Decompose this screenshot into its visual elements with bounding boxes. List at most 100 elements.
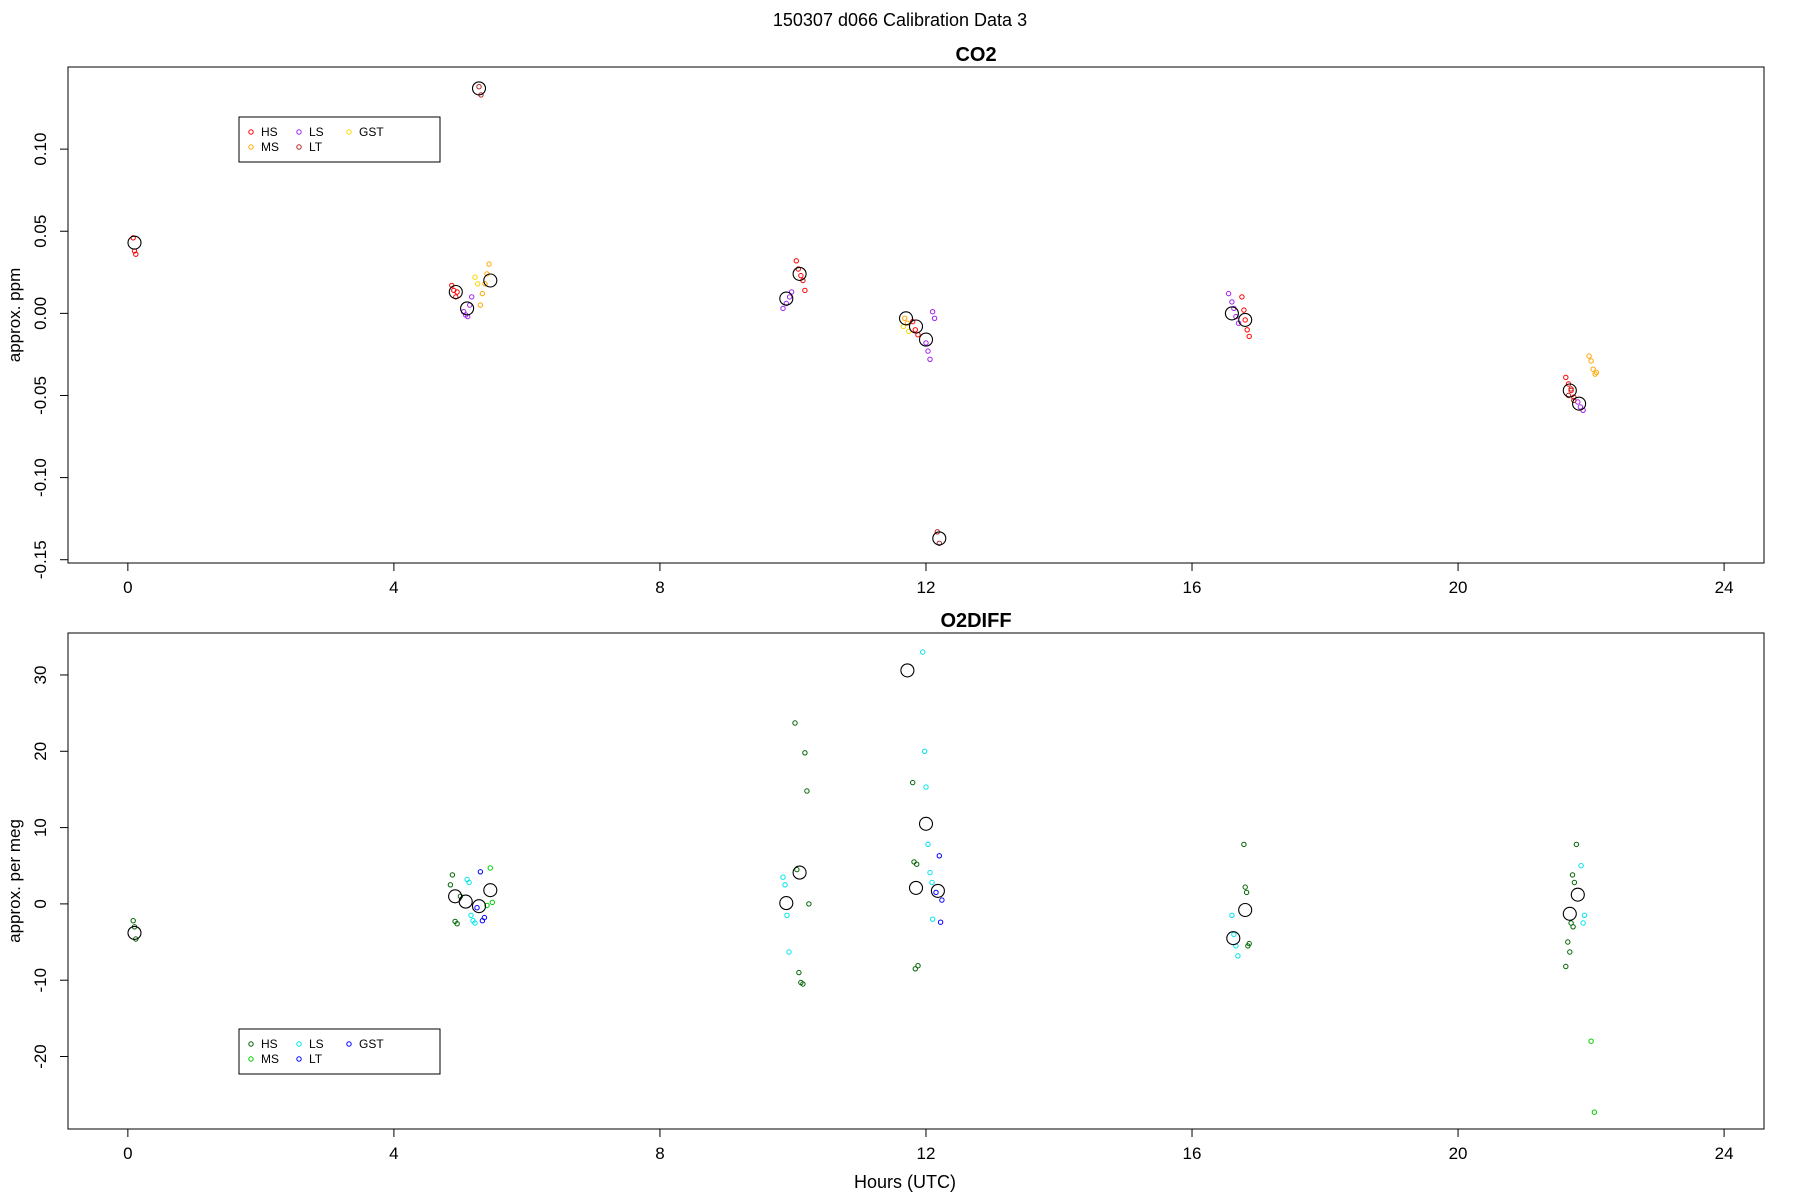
mean-marker: [483, 273, 498, 288]
data-point-ms: [1588, 1038, 1594, 1044]
data-point-ms: [1586, 353, 1592, 359]
mean-marker: [448, 284, 463, 300]
mean-marker: [1570, 887, 1585, 902]
x-tick-label: 8: [655, 578, 664, 597]
mean-marker: [471, 899, 487, 914]
data-point-hs: [802, 287, 808, 294]
data-point-hs: [793, 258, 799, 264]
legend-label-ms: MS: [261, 140, 279, 154]
data-point-ls: [929, 879, 935, 886]
mean-marker: [779, 291, 794, 306]
mean-marker: [898, 311, 914, 326]
mean-marker: [127, 925, 142, 940]
legend-label-ls: LS: [309, 125, 324, 139]
data-point-ls: [921, 748, 928, 754]
legend-label-gst: GST: [359, 125, 384, 139]
data-point-ls: [1229, 912, 1235, 918]
data-point-lt: [1568, 386, 1574, 392]
data-point-hs: [130, 918, 136, 924]
data-point-hs: [794, 866, 800, 873]
data-point-ls: [927, 356, 933, 362]
mean-marker: [1238, 902, 1253, 918]
data-point-ls: [1235, 953, 1241, 959]
y-tick-label: 30: [31, 666, 50, 685]
data-point-hs: [1246, 940, 1252, 947]
data-point-hs: [1570, 924, 1576, 930]
data-point-hs: [915, 963, 921, 969]
data-point-ms: [484, 902, 490, 909]
data-point-ms: [489, 899, 495, 906]
data-point-hs: [1569, 872, 1576, 878]
data-point-ls: [780, 874, 786, 880]
data-point-hs: [1243, 889, 1250, 896]
legend-label-lt: LT: [309, 140, 323, 154]
data-point-ls: [784, 912, 790, 918]
x-tick-label: 16: [1183, 578, 1202, 597]
data-point-ls: [931, 315, 938, 321]
data-point-lt: [1571, 397, 1577, 404]
data-point-ls: [1225, 290, 1232, 297]
data-point-hs: [453, 294, 459, 300]
data-point-hs: [802, 750, 808, 756]
co2-panel: CO2 0 4 8 12 16 20 24 -0.15 -0.10 -0.05 0.00 0.05 0.1…: [5, 44, 1765, 597]
data-point-ls: [466, 879, 472, 886]
data-point-hs: [1568, 387, 1574, 394]
data-point-hs: [449, 872, 456, 878]
data-point-ms: [486, 261, 492, 267]
data-point-ls: [1581, 912, 1588, 918]
data-point-hs: [133, 251, 139, 257]
data-point-ls: [472, 920, 478, 926]
legend-marker-hs: [248, 1041, 254, 1047]
mean-marker: [1224, 306, 1239, 321]
data-point-ls: [786, 949, 792, 955]
x-axis-label: Hours (UTC): [854, 1172, 956, 1192]
x-tick-label: 4: [389, 1144, 398, 1163]
mean-marker: [460, 301, 475, 316]
x-tick-label: 4: [389, 578, 398, 597]
mean-marker: [792, 865, 807, 880]
data-point-lt: [939, 897, 945, 903]
data-point-hs: [454, 921, 460, 927]
data-point-hs: [1242, 884, 1248, 890]
legend-label-gst: GST: [359, 1037, 384, 1051]
legend-marker-ms: [248, 144, 254, 150]
data-point-hs: [1246, 333, 1252, 340]
legend-marker-gst: [346, 1041, 352, 1047]
data-point-ms: [479, 290, 486, 297]
data-point-ls: [1231, 931, 1237, 938]
data-point-ms: [1591, 1109, 1598, 1115]
data-point-hs: [1239, 294, 1245, 300]
mean-marker: [918, 332, 934, 347]
data-point-ms: [477, 302, 484, 308]
data-point-hs: [804, 788, 810, 794]
legend-marker-lt: [296, 1056, 302, 1062]
x-tick-label: 0: [123, 578, 132, 597]
x-tick-label: 16: [1183, 1144, 1202, 1163]
data-point-ms: [487, 865, 493, 871]
mean-marker: [1226, 931, 1241, 946]
data-point-ls: [468, 912, 474, 918]
x-tick-label: 8: [655, 1144, 664, 1163]
mean-marker: [483, 883, 498, 898]
y-tick-label: 20: [31, 742, 50, 761]
mean-marker: [792, 266, 807, 281]
data-point-hs: [1241, 841, 1247, 848]
data-point-ls: [927, 869, 933, 876]
data-point-ls: [786, 294, 793, 300]
data-point-ms: [902, 315, 908, 321]
data-point-hs: [1242, 317, 1248, 323]
data-point-ls: [929, 309, 936, 315]
data-point-hs: [1571, 879, 1578, 886]
legend-label-hs: HS: [261, 1037, 278, 1051]
y-tick-label: -0.10: [31, 458, 50, 497]
x-tick-label: 24: [1715, 1144, 1734, 1163]
data-point-hs: [447, 882, 454, 888]
legend-marker-ls: [296, 1041, 302, 1047]
data-point-ls: [925, 348, 931, 354]
data-point-ms: [482, 281, 488, 287]
data-point-hs: [1241, 307, 1247, 313]
data-point-hs: [914, 861, 920, 867]
o2diff-panel: O2DIFF 0 4 8 12 16 20 24 -20 -10 0 10 20 30 approx. pe…: [5, 610, 1765, 1192]
